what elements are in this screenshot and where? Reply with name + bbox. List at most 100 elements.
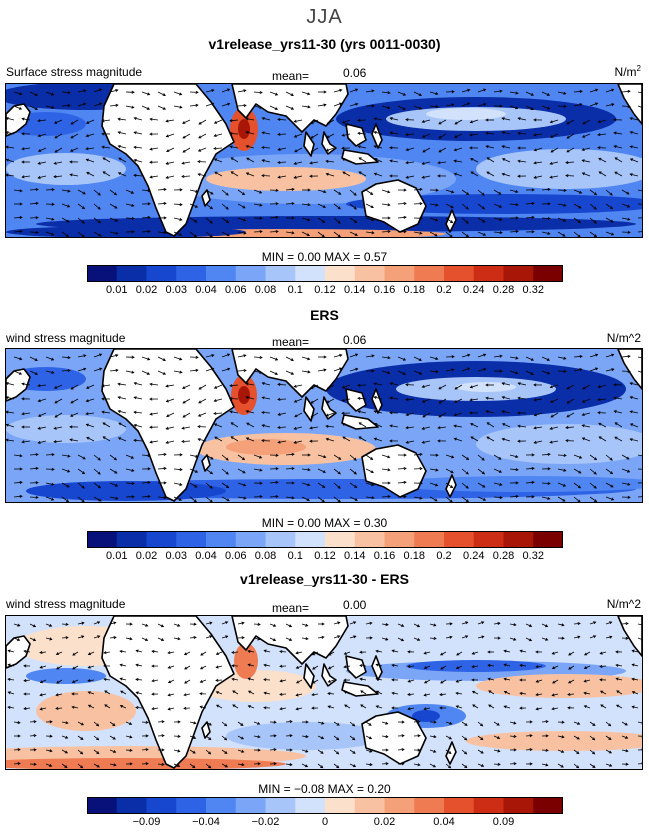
stress-vector (221, 749, 228, 754)
stress-vector-head (80, 722, 85, 726)
stress-vector (93, 749, 100, 754)
stress-vector-head (337, 635, 341, 639)
stress-vector (6, 159, 15, 163)
stress-vector (493, 622, 500, 625)
stress-vector-head (565, 174, 569, 178)
stress-vector (573, 189, 582, 194)
stress-vector-head (598, 436, 602, 440)
stress-vector (213, 412, 223, 414)
stress-vector (134, 131, 143, 135)
stress-vector (493, 496, 503, 499)
stress-vector (605, 103, 614, 107)
stress-vector-head (293, 161, 297, 165)
stress-vector (390, 132, 399, 135)
stress-vector (279, 693, 287, 695)
stress-vector-head (34, 93, 38, 96)
stress-vector (486, 397, 495, 400)
stress-vector-head (182, 414, 186, 418)
stress-vector-head (465, 206, 469, 210)
stress-vector (109, 189, 117, 196)
stress-vector (262, 424, 271, 428)
stress-vector (157, 721, 165, 723)
stress-vector (493, 454, 502, 460)
stress-vector-head (327, 679, 331, 683)
stress-vector-head (102, 157, 106, 161)
stress-vector-head (291, 496, 295, 500)
stress-vector (269, 91, 278, 96)
stress-vector (470, 436, 479, 442)
stress-vector-head (194, 484, 198, 488)
stress-vector-head (247, 705, 251, 709)
stress-vector-head (288, 638, 293, 641)
stress-vector (392, 664, 399, 667)
stress-vector (173, 735, 181, 737)
stress-vector-head (257, 748, 261, 752)
stress-vector-head (547, 452, 551, 456)
stress-vector-head (146, 372, 151, 375)
stress-vector-head (53, 175, 57, 179)
colorbar-swatch (235, 531, 266, 548)
stress-vector (294, 440, 303, 444)
stress-vector (173, 468, 183, 471)
stress-vector (477, 354, 486, 358)
stress-vector-head (582, 386, 586, 390)
stress-vector (326, 438, 335, 442)
stress-vector (461, 203, 469, 210)
stress-vector (54, 161, 63, 164)
stress-vector-head (7, 649, 11, 653)
stress-vector (317, 468, 326, 473)
stress-vector-head (160, 624, 165, 628)
stress-vector (6, 439, 15, 442)
stress-vector-head (323, 455, 327, 459)
stress-vector-head (545, 637, 549, 641)
stress-vector-head (387, 106, 391, 110)
stress-vector (182, 384, 191, 389)
stress-vector-head (261, 439, 265, 443)
stress-vector-head (391, 649, 395, 653)
stress-vector-head (438, 149, 442, 153)
stress-vector (637, 468, 642, 470)
stress-vector-head (21, 147, 25, 151)
stress-vector (285, 637, 292, 641)
stress-vector (557, 356, 566, 360)
stress-vector-head (183, 652, 188, 656)
stress-vector-head (115, 89, 119, 92)
stress-vector-head (471, 690, 476, 694)
stress-vector-head (529, 734, 533, 738)
stress-vector-head (307, 218, 311, 222)
stress-vector-head (50, 357, 55, 361)
stress-vector-head (597, 133, 601, 137)
stress-vector-head (357, 410, 361, 414)
stress-vector (493, 468, 502, 473)
stress-vector-head (581, 437, 586, 441)
field-contour (226, 439, 306, 455)
stress-vector-head (451, 190, 455, 194)
stress-vector-head (51, 188, 55, 192)
stress-vector (406, 440, 415, 444)
stress-vector-head (501, 117, 505, 121)
land-outline (201, 721, 211, 739)
stress-vector-head (163, 187, 167, 192)
colorbar-tick-label: 0.24 (463, 550, 485, 562)
stress-vector-head (583, 652, 588, 656)
stress-vector-head (209, 621, 213, 625)
stress-vector-head (193, 622, 197, 626)
stress-vector (109, 104, 118, 107)
stress-vector-head (131, 216, 135, 220)
stress-vector-head (435, 188, 439, 192)
stress-vector-head (17, 720, 21, 725)
stress-vector (445, 468, 454, 474)
stress-vector-head (546, 358, 551, 361)
stress-vector-head (487, 677, 491, 681)
stress-vector (630, 382, 639, 386)
stress-vector-head (323, 103, 327, 107)
stress-vector-head (482, 219, 486, 223)
stress-vector-head (21, 412, 25, 416)
stress-vector-head (195, 368, 199, 372)
stress-vector (253, 203, 262, 206)
stress-vector (246, 145, 255, 149)
stress-vector (317, 369, 326, 372)
stress-vector (102, 119, 111, 122)
stress-vector (229, 119, 239, 122)
stress-vector-head (609, 635, 613, 639)
